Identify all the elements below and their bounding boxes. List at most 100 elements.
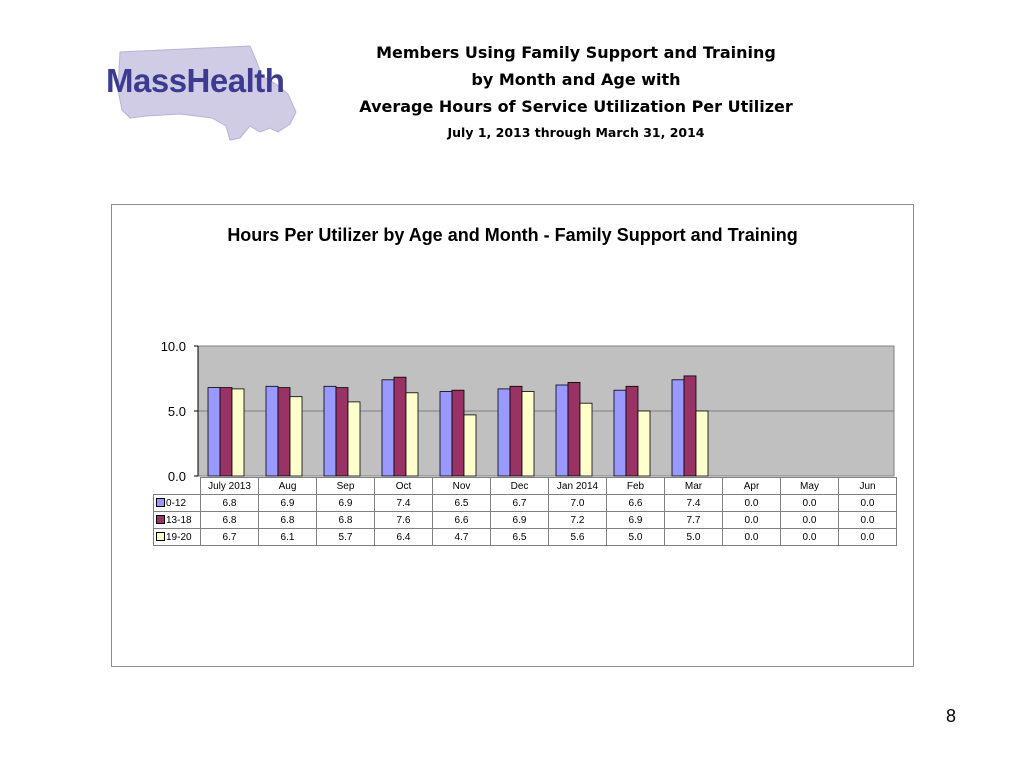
page-date-range: July 1, 2013 through March 31, 2014 (447, 125, 705, 140)
x-tick-label: Jan 2014 (548, 477, 607, 495)
legend-label: 19-20 (166, 531, 192, 543)
data-label: 0.0 (780, 528, 839, 546)
data-label: 6.5 (490, 528, 549, 546)
bar-19-20 (289, 396, 303, 477)
page-title-line-1: Members Using Family Support and Trainin… (376, 43, 776, 62)
data-label: 6.8 (258, 511, 317, 529)
data-label: 7.0 (548, 494, 607, 512)
x-tick-label: Mar (664, 477, 723, 495)
y-tick-label: 0.0 (168, 469, 186, 484)
data-label: 6.6 (606, 494, 665, 512)
bar-0-12 (439, 391, 453, 477)
bar-0-12 (323, 385, 337, 477)
data-label: 6.7 (200, 528, 259, 546)
data-label: 6.4 (374, 528, 433, 546)
page-title-line-2: by Month and Age with (471, 70, 681, 89)
bar-19-20 (347, 401, 361, 477)
data-label: 6.9 (606, 511, 665, 529)
page-number: 8 (946, 706, 957, 726)
data-label: 4.7 (432, 528, 491, 546)
legend-label: 0-12 (166, 497, 187, 509)
table-row: 0-12 6.8 6.9 6.9 7.4 6.5 6.7 7.0 6.6 7.4 0.0 0.0 0.0 (153, 494, 897, 512)
data-label: 5.0 (664, 528, 723, 546)
data-label: 0.0 (780, 511, 839, 529)
x-tick-label: Dec (490, 477, 549, 495)
data-label: 0.0 (722, 494, 781, 512)
data-label: 6.6 (432, 511, 491, 529)
bar-13-18 (509, 385, 523, 477)
x-tick-label: Oct (374, 477, 433, 495)
x-tick-label: Aug (258, 477, 317, 495)
y-tick-label: 5.0 (168, 404, 186, 419)
data-label: 0.0 (780, 494, 839, 512)
table-header-row: July 2013 Aug Sep Oct Nov Dec Jan 2014 Feb Mar Ap… (154, 477, 897, 495)
x-tick-label: Feb (606, 477, 665, 495)
bar-13-18 (219, 387, 233, 477)
logo-wordmark: MassHealth (106, 62, 285, 99)
bar-19-20 (579, 402, 593, 477)
massachusetts-map-icon (117, 45, 297, 141)
bar-19-20 (695, 410, 709, 477)
data-table: July 2013 Aug Sep Oct Nov Dec Jan 2014 Feb Mar Ap… (153, 477, 897, 546)
data-label: 5.6 (548, 528, 607, 546)
bar-13-18 (567, 381, 581, 477)
data-label: 0.0 (838, 511, 897, 529)
bar-0-12 (497, 388, 511, 477)
data-label: 6.8 (316, 511, 375, 529)
bar-19-20 (463, 414, 477, 477)
bar-13-18 (277, 387, 291, 477)
bar-13-18 (451, 389, 465, 477)
x-tick-label: July 2013 (200, 477, 259, 495)
data-label: 0.0 (722, 511, 781, 529)
chart-title: Hours Per Utilizer by Age and Month - Fa… (227, 225, 798, 245)
bar-0-12 (207, 387, 221, 477)
data-label: 0.0 (838, 494, 897, 512)
table-row: 19-20 6.7 6.1 5.7 6.4 4.7 6.5 5.6 5.0 5.0 0.0 0.0 0.… (153, 528, 897, 546)
data-label: 7.4 (374, 494, 433, 512)
data-label: 7.4 (664, 494, 723, 512)
data-label: 0.0 (838, 528, 897, 546)
data-label: 6.9 (316, 494, 375, 512)
x-tick-label: Jun (838, 477, 897, 495)
bar-19-20 (231, 388, 245, 477)
bar-13-18 (625, 385, 639, 477)
table-corner (154, 478, 201, 495)
bar-0-12 (381, 379, 395, 477)
x-tick-label: Nov (432, 477, 491, 495)
bar-chart: 0.0 5.0 10.0 (161, 339, 895, 484)
data-label: 5.7 (316, 528, 375, 546)
legend-entry: 13-18 (153, 511, 201, 529)
bar-13-18 (335, 387, 349, 477)
y-tick-label: 10.0 (161, 339, 186, 354)
legend-entry: 19-20 (153, 528, 201, 546)
data-label: 6.8 (200, 511, 259, 529)
x-tick-label: Sep (316, 477, 375, 495)
bar-0-12 (613, 389, 627, 477)
bar-19-20 (521, 391, 535, 477)
data-label: 7.2 (548, 511, 607, 529)
table-body: 0-12 6.8 6.9 6.9 7.4 6.5 6.7 7.0 6.6 7.4 0.0 0.0 0.0… (153, 494, 897, 546)
bar-13-18 (683, 375, 697, 477)
table-row: 13-18 6.8 6.8 6.8 7.6 6.6 6.9 7.2 6.9 7.7 0.0 0.0 0.… (153, 511, 897, 529)
legend-label: 13-18 (166, 514, 192, 526)
data-label: 6.8 (200, 494, 259, 512)
data-label: 6.5 (432, 494, 491, 512)
x-tick-label: Apr (722, 477, 781, 495)
masshealth-logo: MassHealth (100, 40, 300, 145)
legend-swatch (156, 514, 165, 524)
data-label: 6.9 (490, 511, 549, 529)
legend-swatch (156, 531, 165, 541)
legend-entry: 0-12 (153, 494, 201, 512)
data-label: 5.0 (606, 528, 665, 546)
bar-13-18 (393, 376, 407, 477)
x-tick-label: May (780, 477, 839, 495)
data-label: 6.7 (490, 494, 549, 512)
legend-swatch (156, 497, 165, 507)
bar-19-20 (405, 392, 419, 477)
data-label: 7.7 (664, 511, 723, 529)
page-title-line-3: Average Hours of Service Utilization Per… (359, 97, 793, 116)
data-label: 6.9 (258, 494, 317, 512)
data-label: 7.6 (374, 511, 433, 529)
data-label: 6.1 (258, 528, 317, 546)
data-label: 0.0 (722, 528, 781, 546)
